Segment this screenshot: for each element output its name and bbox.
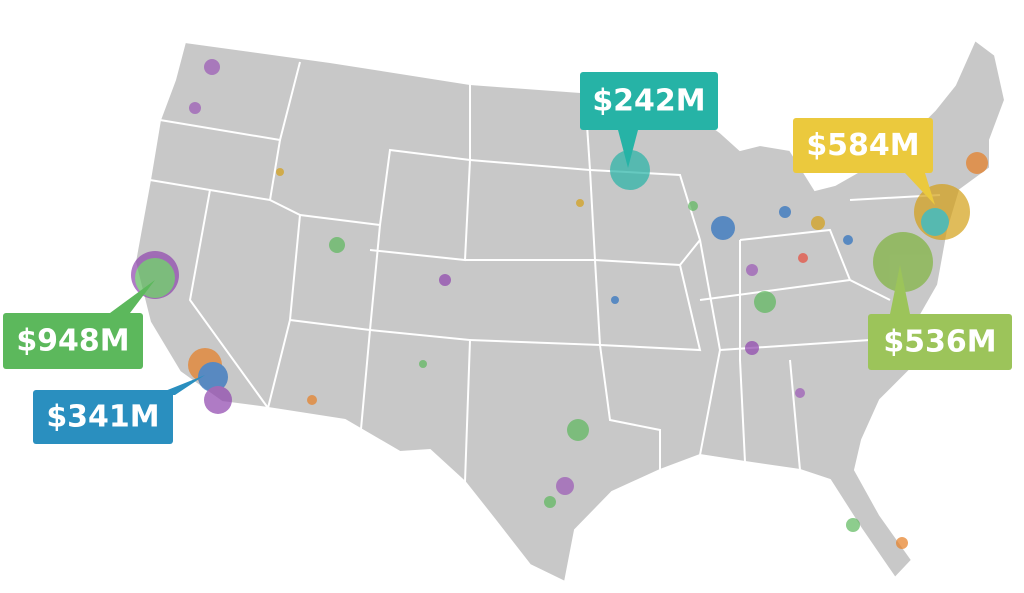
bubble (873, 232, 933, 292)
bubble (811, 216, 825, 230)
bubble (745, 341, 759, 355)
bubble (843, 235, 853, 245)
bubble (307, 395, 317, 405)
callout-box (3, 313, 143, 369)
bubble (419, 360, 427, 368)
bubble (189, 102, 201, 114)
callout-label: $341M (46, 400, 159, 435)
callout-label: $584M (806, 128, 919, 163)
callout: $341M (33, 375, 205, 444)
bubble (966, 152, 988, 174)
callout: $242M (580, 72, 718, 168)
bubble (198, 362, 228, 392)
bubble (779, 206, 791, 218)
us-land (133, 38, 1007, 584)
callout-box (793, 118, 933, 173)
bubble (688, 201, 698, 211)
callout-pointer (110, 280, 155, 313)
us-outline (133, 38, 1007, 584)
bubble (846, 518, 860, 532)
bubble (204, 59, 220, 75)
bubble (610, 150, 650, 190)
callout-box (580, 72, 718, 130)
callout: $536M (868, 265, 1012, 370)
bubble (754, 291, 776, 313)
bubble (746, 264, 758, 276)
callouts: $948M $341M $242M $584M $536M (3, 72, 1012, 444)
callout: $584M (793, 118, 935, 205)
callout-label: $242M (592, 84, 705, 119)
bubble (439, 274, 451, 286)
bubble (896, 537, 908, 549)
bubble (329, 237, 345, 253)
callout-box (33, 390, 173, 444)
state-borders (149, 61, 941, 483)
bubble (567, 419, 589, 441)
callout-pointer (618, 130, 638, 168)
callout-pointer (905, 173, 935, 205)
bubble (711, 216, 735, 240)
bubble (576, 199, 584, 207)
bubble (921, 208, 949, 236)
callout-label: $948M (16, 324, 129, 359)
bubble (795, 388, 805, 398)
bubble (556, 477, 574, 495)
bubble (544, 496, 556, 508)
bubble (276, 168, 284, 176)
callout-pointer (890, 265, 910, 314)
callout: $948M (3, 280, 155, 369)
bubble (798, 253, 808, 263)
bubble (204, 386, 232, 414)
callout-label: $536M (883, 325, 996, 360)
callout-box (868, 314, 1012, 370)
bubble (611, 296, 619, 304)
